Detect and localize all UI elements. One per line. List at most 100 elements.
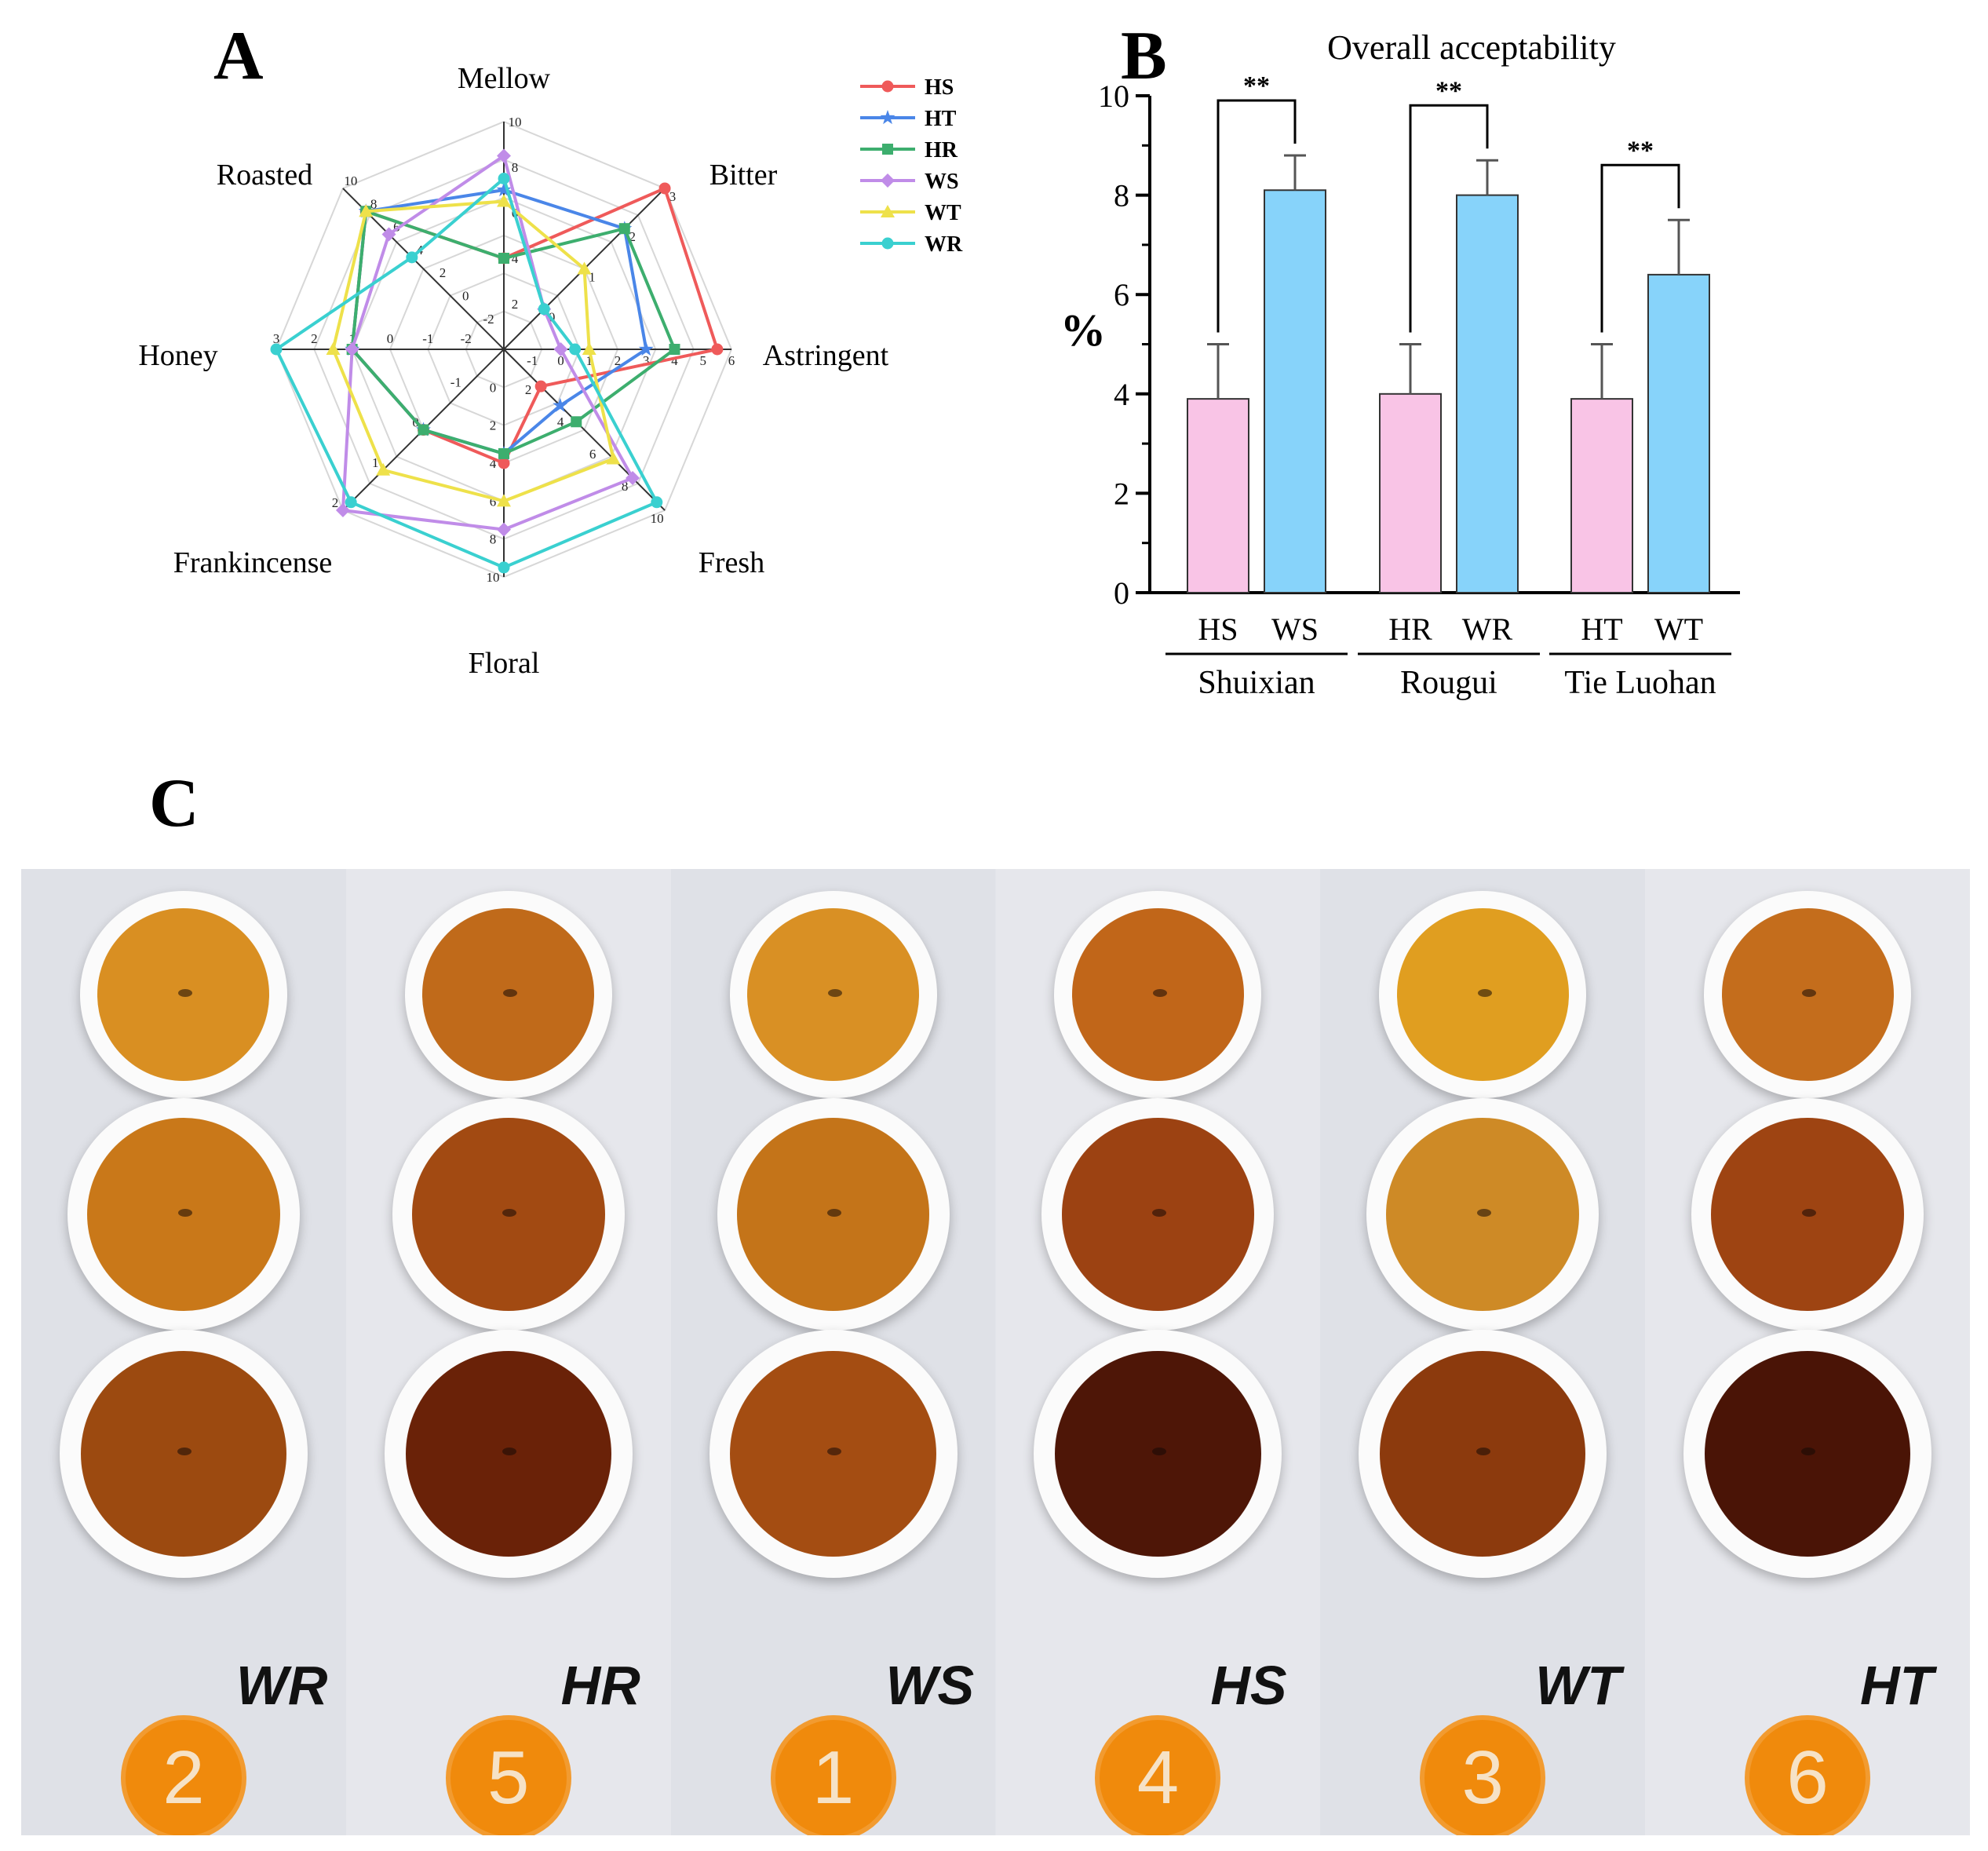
- radar-tick-label: 4: [557, 414, 564, 429]
- tea-cup: [384, 1330, 633, 1578]
- sample-column: HS 4: [995, 869, 1321, 1835]
- y-tick-label: 4: [1114, 377, 1129, 412]
- sample-column: HT 6: [1645, 869, 1970, 1835]
- data-point: [582, 342, 596, 355]
- tea-liquor: [1061, 1118, 1255, 1311]
- sample-label: WS: [885, 1655, 975, 1716]
- data-point: [498, 173, 510, 184]
- tea-cup: [1691, 1098, 1924, 1331]
- tea-cup: [392, 1098, 625, 1331]
- series-line: [350, 186, 720, 465]
- tea-liquor: [1396, 908, 1569, 1081]
- sample-number-tag: 5: [445, 1715, 571, 1835]
- radar-tick-label: 2: [311, 331, 318, 346]
- x-tick-label: WS: [1271, 612, 1319, 647]
- legend-label: HS: [925, 75, 954, 100]
- tea-liquor: [1721, 908, 1894, 1081]
- bar-ws: [1264, 189, 1326, 593]
- series-ht: [345, 182, 654, 461]
- data-point: [569, 343, 582, 356]
- radar-tick-label: 1: [586, 353, 593, 368]
- radar-tick-label: 1: [372, 455, 379, 470]
- data-point: [270, 343, 283, 356]
- x-tick-label: HR: [1388, 612, 1432, 647]
- y-tick-label: 2: [1114, 476, 1129, 511]
- data-point: [335, 503, 350, 518]
- radar-tick-label: 1: [589, 269, 596, 284]
- radar-tick-label: -1: [422, 331, 433, 346]
- chart-title: Overall acceptability: [1327, 28, 1616, 67]
- data-point: [497, 148, 511, 163]
- radar-tick-label: 6: [490, 494, 497, 509]
- radar-axis-label: Bitter: [709, 159, 778, 192]
- tea-cup: [1041, 1098, 1275, 1331]
- sample-column: WT 3: [1320, 869, 1646, 1835]
- tea-cup: [79, 891, 287, 1098]
- series-wr: [270, 173, 663, 574]
- tea-liquor: [1711, 1118, 1904, 1311]
- data-point: [881, 237, 894, 250]
- tea-liquor: [747, 908, 920, 1081]
- radar-tick-label: -1: [450, 374, 461, 389]
- radar-tick-label: -2: [461, 331, 472, 346]
- tea-liquor: [411, 1118, 605, 1311]
- tea-liquor: [1386, 1118, 1580, 1311]
- tea-cup: [1054, 891, 1262, 1098]
- radar-tick-label: 10: [487, 570, 500, 585]
- tea-liquor: [1704, 1350, 1911, 1557]
- data-point: [496, 182, 512, 197]
- radar-axis-labels: Mellow Bitter Astringent Fresh Floral Frankin…: [138, 62, 888, 680]
- significance-bracket: [1600, 163, 1680, 333]
- panel-a-label: A: [213, 18, 264, 94]
- sample-number-tag: 6: [1745, 1715, 1871, 1835]
- tea-cup: [59, 1330, 308, 1578]
- y-tick-label: 8: [1114, 178, 1129, 214]
- tea-cup: [67, 1098, 300, 1331]
- radar-tick-label: 8: [490, 532, 497, 547]
- tea-liquor: [730, 1350, 936, 1557]
- radar-tick-label: 2: [440, 265, 447, 280]
- legend-label: HT: [925, 107, 957, 131]
- bar-axes: 0 2 4 6 8 10: [1098, 78, 1740, 611]
- tea-cup: [1683, 1330, 1932, 1578]
- radar-tick-label: 10: [344, 173, 357, 188]
- sample-label: WR: [235, 1655, 328, 1716]
- radar-tick-label: 6: [728, 353, 735, 368]
- group-label: Shuixian: [1198, 665, 1315, 701]
- data-point: [376, 462, 391, 476]
- sample-label: HR: [560, 1655, 640, 1716]
- radar-tick-label: 0: [557, 353, 564, 368]
- radar-tick-label: 4: [671, 353, 678, 368]
- radar-axis-label: Frankincense: [173, 546, 333, 579]
- radar-tick-label: 10: [651, 511, 664, 526]
- radar-axis-label: Roasted: [217, 159, 312, 192]
- radar-tick-label: 6: [589, 447, 596, 462]
- data-point: [538, 303, 550, 316]
- legend-item-ht: HT: [860, 107, 957, 131]
- data-point: [326, 342, 341, 355]
- radar-tick-label: -1: [527, 353, 538, 368]
- radar-tick-label: 3: [669, 189, 677, 204]
- data-point: [381, 227, 396, 242]
- bar-wt: [1647, 273, 1710, 593]
- x-tick-label: WT: [1654, 612, 1703, 647]
- group-label: Tie Luohan: [1564, 665, 1716, 701]
- data-point: [497, 194, 511, 207]
- bar-group-0: HS WS Shuixian **: [1165, 71, 1348, 701]
- radar-tick-label: 4: [490, 456, 497, 471]
- tea-cup: [1379, 891, 1587, 1098]
- sample-number-tag: 4: [1095, 1715, 1221, 1835]
- bar-marks: HS WS Shuixian ** HR WR Rougui ** HT WT Tie Luohan…: [1165, 71, 1731, 701]
- legend-label: HR: [925, 138, 958, 162]
- tea-liquor: [87, 1118, 280, 1311]
- legend-item-wr: WR: [860, 232, 963, 257]
- legend-label: WT: [925, 201, 961, 225]
- legend-item-hs: HS: [860, 75, 954, 100]
- tea-liquor: [736, 1118, 930, 1311]
- bar-hs: [1187, 398, 1249, 593]
- tea-liquor: [1380, 1350, 1586, 1557]
- data-point: [553, 397, 568, 412]
- series-wt: [326, 194, 621, 507]
- data-point: [881, 173, 895, 188]
- bar-group-2: HT WT Tie Luohan **: [1549, 136, 1731, 701]
